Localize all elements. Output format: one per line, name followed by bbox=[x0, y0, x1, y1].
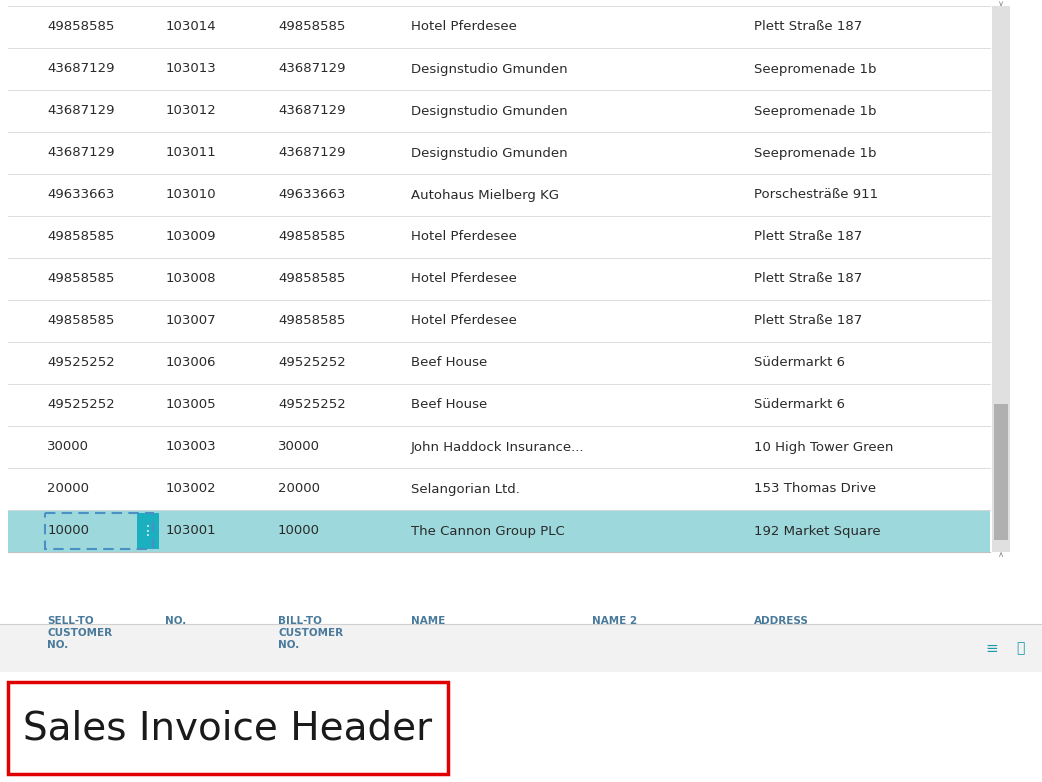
Text: Beef House: Beef House bbox=[411, 399, 487, 411]
Text: 49633663: 49633663 bbox=[278, 188, 346, 202]
Bar bbox=[138, 513, 159, 549]
Text: 30000: 30000 bbox=[47, 440, 90, 454]
Bar bbox=[8, 510, 990, 552]
Text: 43687129: 43687129 bbox=[278, 63, 346, 76]
Text: 49858585: 49858585 bbox=[278, 272, 346, 285]
Text: Plett Straße 187: Plett Straße 187 bbox=[754, 20, 863, 34]
Text: 49525252: 49525252 bbox=[278, 399, 346, 411]
Text: 10 High Tower Green: 10 High Tower Green bbox=[754, 440, 894, 454]
Text: ∧: ∧ bbox=[998, 550, 1004, 559]
Text: 103008: 103008 bbox=[165, 272, 216, 285]
Text: 103003: 103003 bbox=[165, 440, 216, 454]
Text: 103005: 103005 bbox=[165, 399, 216, 411]
Text: 43687129: 43687129 bbox=[278, 146, 346, 160]
Text: 103010: 103010 bbox=[165, 188, 216, 202]
Text: Designstudio Gmunden: Designstudio Gmunden bbox=[411, 63, 567, 76]
Text: 103011: 103011 bbox=[165, 146, 216, 160]
Text: Designstudio Gmunden: Designstudio Gmunden bbox=[411, 105, 567, 117]
Text: 49525252: 49525252 bbox=[47, 357, 115, 370]
Text: Plett Straße 187: Plett Straße 187 bbox=[754, 231, 863, 243]
Text: 49858585: 49858585 bbox=[278, 231, 346, 243]
Text: 43687129: 43687129 bbox=[47, 63, 115, 76]
Text: ⋮: ⋮ bbox=[141, 524, 155, 538]
Text: ADDRESS: ADDRESS bbox=[754, 616, 810, 626]
Text: NO.: NO. bbox=[165, 616, 187, 626]
Text: 153 Thomas Drive: 153 Thomas Drive bbox=[754, 482, 876, 496]
Text: 30000: 30000 bbox=[278, 440, 320, 454]
Text: 103013: 103013 bbox=[165, 63, 216, 76]
Text: BILL-TO
CUSTOMER
NO.: BILL-TO CUSTOMER NO. bbox=[278, 616, 343, 650]
Text: 49633663: 49633663 bbox=[47, 188, 115, 202]
Text: NAME 2: NAME 2 bbox=[592, 616, 638, 626]
Text: 103012: 103012 bbox=[165, 105, 216, 117]
Text: 43687129: 43687129 bbox=[47, 146, 115, 160]
Text: 43687129: 43687129 bbox=[278, 105, 346, 117]
Text: 103006: 103006 bbox=[165, 357, 216, 370]
Text: 49858585: 49858585 bbox=[47, 272, 115, 285]
Text: Hotel Pferdesee: Hotel Pferdesee bbox=[411, 314, 517, 328]
Text: Plett Straße 187: Plett Straße 187 bbox=[754, 314, 863, 328]
Text: John Haddock Insurance...: John Haddock Insurance... bbox=[411, 440, 585, 454]
Text: Hotel Pferdesee: Hotel Pferdesee bbox=[411, 272, 517, 285]
Text: 49525252: 49525252 bbox=[47, 399, 115, 411]
Text: NAME: NAME bbox=[411, 616, 445, 626]
Text: Hotel Pferdesee: Hotel Pferdesee bbox=[411, 231, 517, 243]
Text: Designstudio Gmunden: Designstudio Gmunden bbox=[411, 146, 567, 160]
Text: 49858585: 49858585 bbox=[47, 231, 115, 243]
Text: 192 Market Square: 192 Market Square bbox=[754, 525, 880, 537]
Text: 49525252: 49525252 bbox=[278, 357, 346, 370]
Bar bbox=[8, 682, 448, 774]
Text: Südermarkt 6: Südermarkt 6 bbox=[754, 357, 845, 370]
Text: SELL-TO
CUSTOMER
NO.: SELL-TO CUSTOMER NO. bbox=[47, 616, 113, 650]
Text: The Cannon Group PLC: The Cannon Group PLC bbox=[411, 525, 565, 537]
Text: Autohaus Mielberg KG: Autohaus Mielberg KG bbox=[411, 188, 559, 202]
Text: 103009: 103009 bbox=[165, 231, 216, 243]
Text: 43687129: 43687129 bbox=[47, 105, 115, 117]
Text: 49858585: 49858585 bbox=[47, 20, 115, 34]
Text: ∨: ∨ bbox=[998, 0, 1004, 8]
Text: 49858585: 49858585 bbox=[47, 314, 115, 328]
Text: 10000: 10000 bbox=[47, 525, 90, 537]
Text: 103001: 103001 bbox=[165, 525, 216, 537]
Text: Beef House: Beef House bbox=[411, 357, 487, 370]
Bar bbox=[994, 404, 1008, 540]
Text: Seepromenade 1b: Seepromenade 1b bbox=[754, 63, 876, 76]
Text: 20000: 20000 bbox=[47, 482, 90, 496]
Text: Sales Invoice Header: Sales Invoice Header bbox=[23, 709, 432, 747]
Text: ≡: ≡ bbox=[986, 640, 998, 655]
Text: 103007: 103007 bbox=[165, 314, 216, 328]
Text: Plett Straße 187: Plett Straße 187 bbox=[754, 272, 863, 285]
Text: Selangorian Ltd.: Selangorian Ltd. bbox=[411, 482, 520, 496]
Text: 20000: 20000 bbox=[278, 482, 320, 496]
Text: 49858585: 49858585 bbox=[278, 20, 346, 34]
Text: Hotel Pferdesee: Hotel Pferdesee bbox=[411, 20, 517, 34]
Text: Seepromenade 1b: Seepromenade 1b bbox=[754, 146, 876, 160]
Text: ⤢: ⤢ bbox=[1016, 641, 1024, 655]
Text: 10000: 10000 bbox=[278, 525, 320, 537]
Text: 103002: 103002 bbox=[165, 482, 216, 496]
Text: 49858585: 49858585 bbox=[278, 314, 346, 328]
Text: Südermarkt 6: Südermarkt 6 bbox=[754, 399, 845, 411]
Bar bbox=[0, 624, 1042, 672]
Text: 103014: 103014 bbox=[165, 20, 216, 34]
Bar bbox=[992, 6, 1010, 552]
Text: Porschesträße 911: Porschesträße 911 bbox=[754, 188, 878, 202]
Text: Seepromenade 1b: Seepromenade 1b bbox=[754, 105, 876, 117]
